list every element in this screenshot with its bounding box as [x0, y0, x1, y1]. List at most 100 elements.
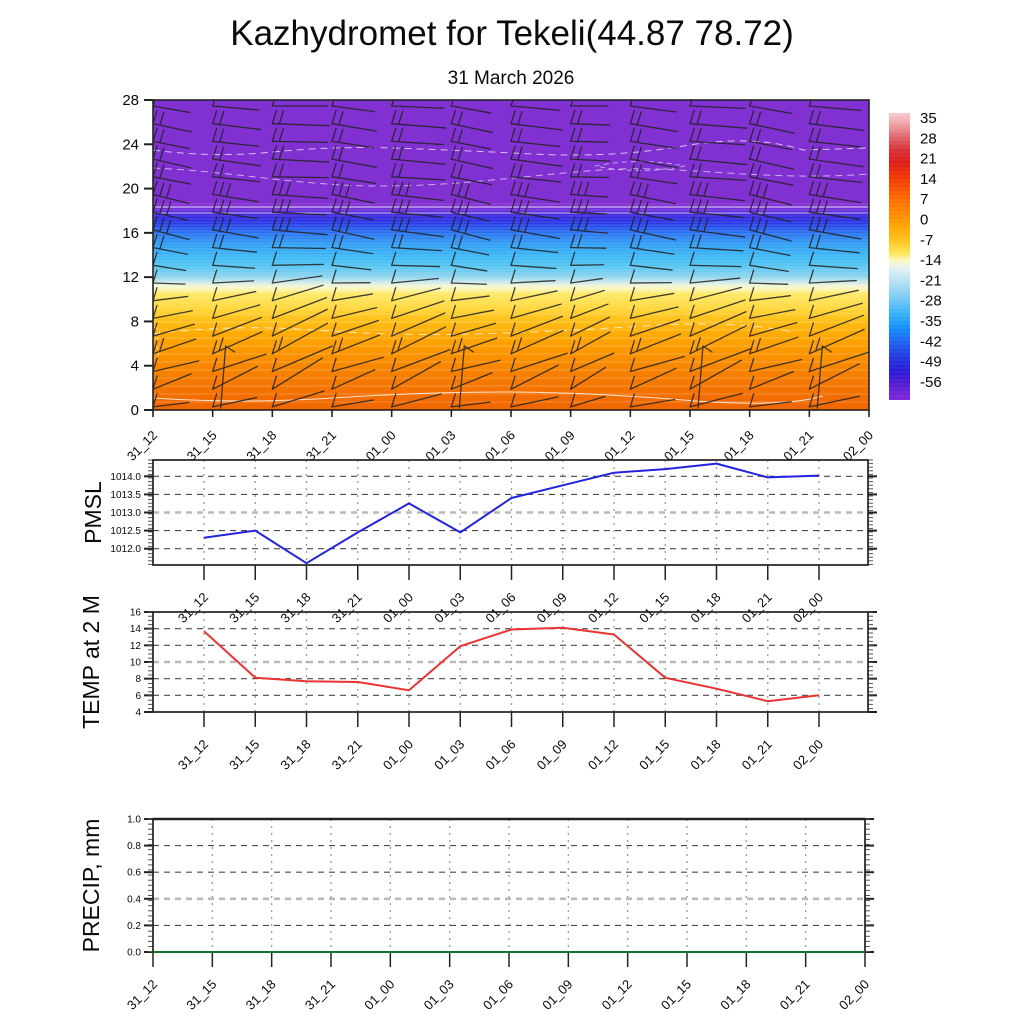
temperature-shading	[153, 100, 869, 410]
precip-chart-axis-title: PRECIP, mm	[78, 819, 104, 953]
x-axis-time-label: 31_15	[184, 428, 220, 464]
x-axis-time-label: 01_06	[482, 737, 518, 773]
temp-chart-axis-title: TEMP at 2 M	[78, 595, 104, 729]
y-axis-tick-label: 1012.5	[110, 526, 141, 537]
y-axis-tick-label: 8	[131, 313, 139, 330]
y-axis-tick-label: 16	[122, 225, 139, 242]
y-axis-tick-label: 1014.0	[110, 472, 141, 483]
wind-cross-section: 28 24 20 16 12 8 4 0 31_12 31_15 31_18 31_21 01_00 01…	[122, 92, 876, 464]
x-axis-time-label: 31_12	[175, 590, 211, 626]
colorbar-tick-label: -7	[920, 232, 933, 249]
y-axis-tick-label: 10	[130, 658, 142, 669]
colorbar-tick-label: -56	[920, 374, 942, 391]
y-axis-tick-label: 16	[130, 608, 142, 619]
page-subtitle: 31 March 2026	[447, 68, 575, 89]
pmsl-chart-line	[203, 462, 820, 565]
x-axis-time-label: 31_18	[277, 737, 313, 773]
colorbar-tick-label: 28	[920, 130, 937, 147]
x-axis-time-label: 31_15	[183, 977, 219, 1013]
x-axis-time-label: 01_18	[687, 590, 723, 626]
y-axis-tick-label: 12	[122, 269, 139, 286]
x-axis-time-label: 01_12	[601, 428, 637, 464]
pmsl-chart: 1014.0 1013.5 1013.0 1012.5 1012.0 31_12 31_15…	[80, 459, 877, 626]
contour-line	[594, 161, 686, 171]
y-axis-tick-label: 6	[135, 691, 141, 702]
contour-line	[153, 391, 824, 404]
plot-border	[152, 459, 869, 566]
colorbar-tick-label: 14	[920, 171, 937, 188]
x-axis-time-label: 31_12	[124, 428, 160, 464]
x-axis-time-label: 01_00	[361, 977, 397, 1013]
x-axis-time-label: 31_15	[226, 590, 262, 626]
y-axis-tick-label: 0.0	[127, 948, 141, 959]
x-axis-time-label: 01_18	[721, 428, 757, 464]
x-axis-time-label: 02_00	[840, 428, 876, 464]
y-axis-tick-label: 20	[122, 181, 139, 198]
x-axis-time-label: 01_09	[539, 977, 575, 1013]
pmsl-chart-axis-title: PMSL	[80, 481, 106, 544]
x-axis-time-label: 01_12	[585, 737, 621, 773]
calm-staff	[816, 345, 823, 409]
x-axis-time-label: 31_21	[329, 737, 365, 773]
x-axis-time-label: 01_21	[777, 977, 813, 1013]
x-axis-time-label: 31_12	[175, 737, 211, 773]
y-axis-tick-label: 12	[130, 641, 142, 652]
y-axis-tick-label: 1012.0	[110, 544, 141, 555]
x-axis-time-label: 02_00	[836, 977, 872, 1013]
colorbar: 35 28 21 14 7 0 -7 -14 -21 -28 -35 -42 -49 -56	[889, 110, 942, 400]
y-axis-tick-label: 0.8	[127, 841, 141, 852]
x-axis-time-label: 31_12	[124, 977, 160, 1013]
y-axis-tick-label: 24	[122, 136, 139, 153]
x-axis-time-label: 01_06	[480, 977, 516, 1013]
colorbar-tick-label: 35	[920, 110, 937, 127]
y-axis-tick-label: 1013.0	[110, 508, 141, 519]
x-axis-time-label: 01_06	[482, 590, 518, 626]
x-axis-time-label: 01_21	[739, 590, 775, 626]
temp-chart-line	[203, 626, 820, 703]
y-axis-tick-label: 0.4	[127, 894, 141, 905]
y-axis-tick-label: 4	[135, 708, 141, 719]
x-axis-time-label: 02_00	[790, 590, 826, 626]
x-axis-time-label: 01_09	[534, 737, 570, 773]
x-axis-time-label: 01_03	[421, 977, 457, 1013]
x-axis-time-label: 01_18	[717, 977, 753, 1013]
colorbar-tick-label: 21	[920, 151, 937, 168]
calm-staff	[220, 345, 227, 409]
contour-line	[153, 323, 794, 335]
x-axis-time-label: 01_15	[661, 428, 697, 464]
y-axis-tick-label: 0	[131, 402, 139, 419]
x-axis-time-label: 01_00	[380, 590, 416, 626]
wind-barbs	[153, 100, 869, 409]
contour-line	[153, 167, 869, 187]
calm-staff	[458, 345, 465, 409]
x-axis-time-label: 01_03	[431, 737, 467, 773]
colorbar-tick-label: -14	[920, 252, 942, 269]
colorbar-tick-label: 7	[920, 191, 928, 208]
y-axis-tick-label: 4	[131, 358, 139, 375]
page-title: Kazhydromet for Tekeli(44.87 78.72)	[230, 14, 794, 53]
x-axis-time-label: 01_18	[687, 737, 723, 773]
y-axis-tick-label: 1013.5	[110, 490, 141, 501]
y-axis-tick-label: 1.0	[127, 815, 141, 826]
x-axis-time-label: 01_03	[422, 428, 458, 464]
y-axis-tick-label: 0.2	[127, 921, 141, 932]
plot-border	[152, 611, 869, 713]
calm-staff	[697, 345, 704, 409]
x-axis-time-label: 31_15	[226, 737, 262, 773]
x-axis-time-label: 01_12	[585, 590, 621, 626]
colorbar-gradient	[889, 113, 910, 400]
x-axis-time-label: 01_15	[636, 737, 672, 773]
y-axis-tick-label: 0.6	[127, 868, 141, 879]
colorbar-tick-label: 0	[920, 212, 928, 229]
x-axis-time-label: 31_21	[302, 977, 338, 1013]
colorbar-tick-label: -28	[920, 293, 942, 310]
x-axis-time-label: 01_15	[636, 590, 672, 626]
y-axis-tick-label: 28	[122, 92, 139, 109]
x-axis-time-label: 31_18	[277, 590, 313, 626]
temp-chart: 16 14 12 10 8 6 4 31_12 31_15 31_18 31_21 01_00 01_0…	[78, 595, 877, 773]
colorbar-tick-label: -35	[920, 313, 942, 330]
x-axis-time-label: 31_18	[243, 977, 279, 1013]
colorbar-tick-label: -49	[920, 354, 942, 371]
x-axis-time-label: 01_06	[482, 428, 518, 464]
